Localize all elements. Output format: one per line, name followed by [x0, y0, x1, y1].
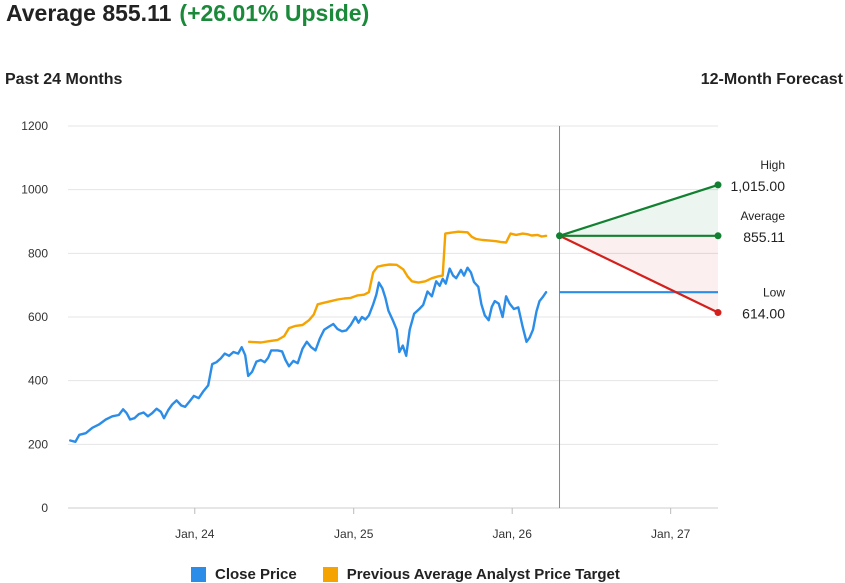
legend-swatch-close [191, 567, 206, 582]
x-axis-ticks: Jan, 24 Jan, 25 Jan, 26 Jan, 27 [175, 508, 691, 541]
forecast-low-dot [714, 309, 722, 317]
forecast-start-dot [556, 232, 564, 240]
upside-headline: (+26.01% Upside) [179, 0, 370, 26]
y-tick-1200: 1200 [21, 119, 48, 133]
forecast-average-label: Average [741, 209, 786, 223]
series-group [69, 230, 548, 443]
x-tick-label: Jan, 25 [334, 527, 374, 541]
target-line [247, 230, 548, 344]
legend-item-close[interactable]: Close Price [191, 566, 297, 583]
forecast-high-line [559, 183, 719, 237]
forecast-high-value: 1,015.00 [731, 178, 786, 194]
y-axis-ticks: 0 200 400 600 800 1000 1200 [21, 119, 48, 515]
y-tick-400: 400 [28, 374, 48, 388]
grid-lines [68, 125, 718, 509]
x-tick-label: Jan, 24 [175, 527, 215, 541]
forecast-labels: High 1,015.00 Average 855.11 Low 614.00 [731, 158, 786, 322]
forecast-low-label: Low [763, 286, 785, 300]
close-price-line [69, 266, 548, 443]
y-tick-0: 0 [41, 501, 48, 515]
x-tick-label: Jan, 27 [651, 527, 691, 541]
past-period-label: Past 24 Months [5, 71, 123, 88]
forecast-high-dot [714, 181, 722, 189]
forecast-group [556, 126, 722, 508]
legend-swatch-target [322, 567, 338, 582]
forecast-average-dot [714, 232, 722, 240]
forecast-average-value: 855.11 [743, 229, 785, 245]
forecast-low-value: 614.00 [742, 306, 785, 322]
average-headline: Average 855.11 [6, 0, 172, 26]
legend-item-target[interactable]: Previous Average Analyst Price Target [322, 566, 620, 583]
y-tick-1000: 1000 [21, 183, 48, 197]
legend: Close Price Previous Average Analyst Pri… [191, 566, 620, 583]
legend-label-target: Previous Average Analyst Price Target [346, 566, 620, 583]
x-tick-label: Jan, 26 [493, 527, 533, 541]
headline: Average 855.11 (+26.01% Upside) [6, 0, 369, 27]
forecast-period-label: 12-Month Forecast [700, 71, 843, 88]
forecast-high-label: High [760, 158, 785, 172]
legend-label-close: Close Price [215, 566, 297, 583]
y-tick-600: 600 [28, 310, 48, 324]
forecast-low-line [559, 234, 719, 314]
y-tick-800: 800 [28, 246, 48, 260]
y-tick-200: 200 [28, 437, 48, 451]
